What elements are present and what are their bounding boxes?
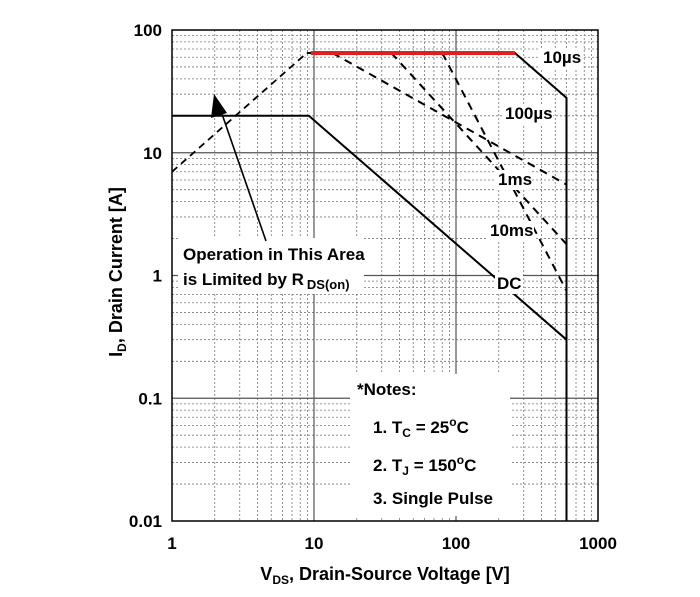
annotation-line-2-main: is Limited by R xyxy=(183,270,304,289)
label-bg-10ms xyxy=(488,221,534,241)
y-axis-title: ID, Drain Current [A] xyxy=(106,187,129,357)
note-2-sup: o xyxy=(456,453,465,467)
note-2-sub: J xyxy=(402,464,409,478)
y-tick-label: 0.01 xyxy=(129,512,162,531)
note-2-suffix: C xyxy=(464,456,477,475)
curve-label-10ms: 10ms xyxy=(490,221,533,240)
note-3: 3. Single Pulse xyxy=(373,489,493,508)
curve-label-100us: 100µs xyxy=(505,104,553,123)
series-line-10ms xyxy=(441,52,568,292)
annotation-line-2-sub: DS(on) xyxy=(306,277,350,292)
y-tick-label: 100 xyxy=(134,21,162,40)
annotation-arrow-head xyxy=(211,94,227,118)
x-axis-title-sub: DS xyxy=(272,573,289,587)
plot-frame xyxy=(171,29,599,522)
y-axis-title-main: I xyxy=(106,352,126,357)
note-1: 1. TC = 25oC xyxy=(373,416,469,439)
label-bg-dc xyxy=(495,274,523,294)
note-2-prefix: 2. T xyxy=(373,456,403,475)
label-bg-1ms xyxy=(496,170,532,190)
series-line-100s xyxy=(332,52,567,186)
label-bg-10us xyxy=(540,48,582,68)
label-bg-100us xyxy=(503,104,553,124)
annotation-box xyxy=(178,238,364,294)
note-2: 2. TJ = 150oC xyxy=(373,454,477,477)
curve-label-1ms: 1ms xyxy=(498,170,532,189)
x-axis-title-main: V xyxy=(260,564,272,584)
note-2-mid: = 150 xyxy=(408,456,457,475)
y-tick-label: 10 xyxy=(143,144,162,163)
rdson-limit-line xyxy=(171,52,308,173)
x-tick-label: 10 xyxy=(305,534,324,553)
x-axis-title-rest: , Drain-Source Voltage [V] xyxy=(289,564,510,584)
curve-label-10us: 10µs xyxy=(543,48,581,67)
curve-label-dc: DC xyxy=(497,274,522,293)
annotation-arrow-line xyxy=(221,113,267,242)
y-axis-title-sub: D xyxy=(115,343,129,352)
x-tick-label: 100 xyxy=(442,534,470,553)
notes-box xyxy=(350,374,510,516)
y-axis-title-rest: , Drain Current [A] xyxy=(106,187,126,343)
x-tick-label: 1000 xyxy=(579,534,617,553)
note-1-sup: o xyxy=(449,415,457,429)
annotation-line-2: is Limited by R DS(on) xyxy=(183,270,350,291)
x-axis-title: VDS, Drain-Source Voltage [V] xyxy=(260,564,509,587)
notes-title: *Notes: xyxy=(357,380,417,399)
note-1-prefix: 1. T xyxy=(373,418,403,437)
curve-labels: 10µs 100µs 1ms 10ms DC xyxy=(488,48,582,294)
y-tick-label: 1 xyxy=(153,267,162,286)
x-tick-label: 1 xyxy=(167,534,176,553)
note-1-sub: C xyxy=(402,426,411,440)
series-line-1ms xyxy=(390,52,568,245)
y-tick-label: 0.1 xyxy=(138,389,162,408)
annotation-line-1: Operation in This Area xyxy=(183,245,365,264)
note-1-mid: = 25 xyxy=(410,418,450,437)
note-1-suffix: C xyxy=(456,418,469,437)
tick-labels: 1 10 100 1000 0.01 0.1 1 10 100 xyxy=(129,21,617,553)
